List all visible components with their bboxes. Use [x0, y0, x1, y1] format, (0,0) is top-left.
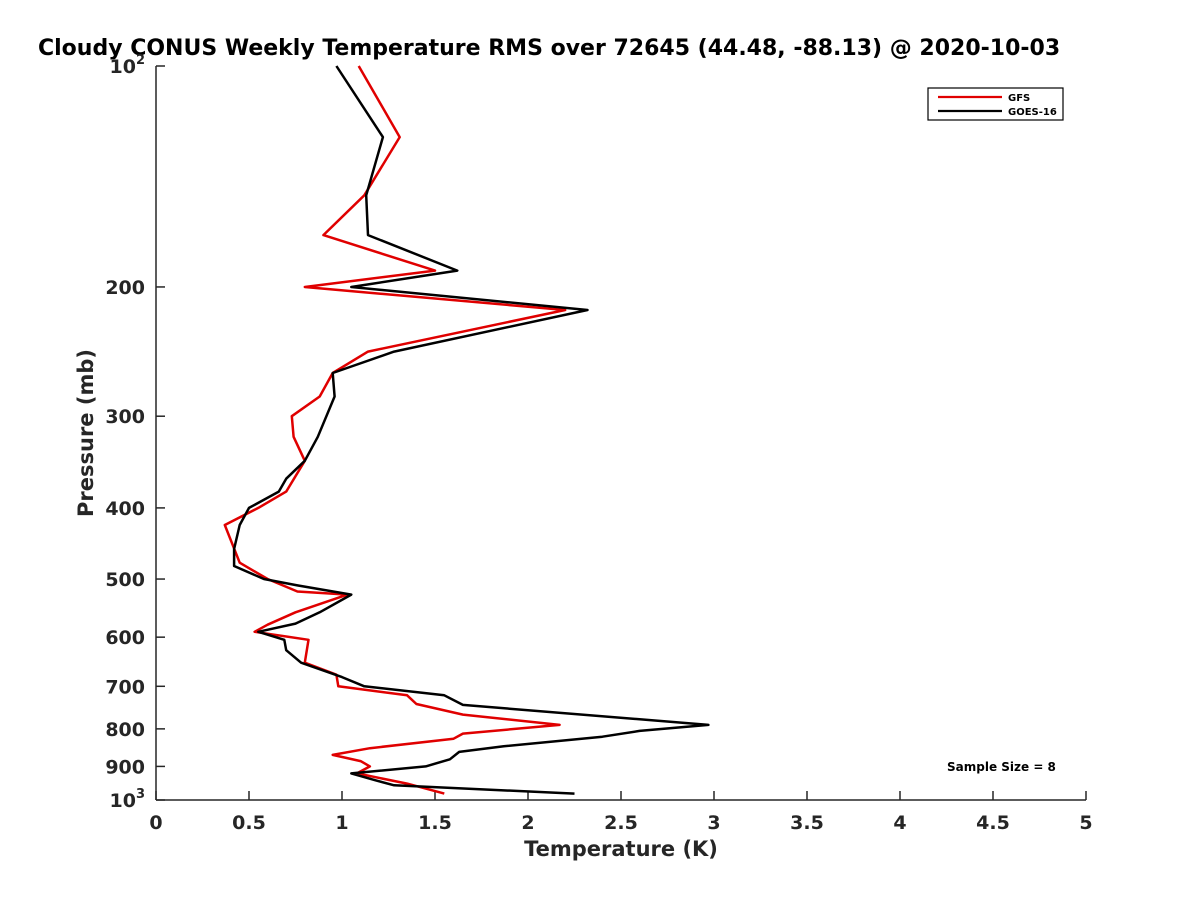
- sample-size-annotation: Sample Size = 8: [947, 760, 1056, 774]
- y-tick-label: 600: [105, 627, 145, 649]
- x-tick-label: 0: [149, 812, 162, 834]
- y-tick-label-base: 10: [110, 790, 136, 812]
- x-tick-label: 4: [893, 812, 906, 834]
- x-tick-label: 5: [1079, 812, 1092, 834]
- x-tick-label: 0.5: [232, 812, 266, 834]
- x-tick-label: 3.5: [790, 812, 824, 834]
- y-tick-label: 700: [105, 676, 145, 698]
- y-tick-label: 900: [105, 756, 145, 778]
- x-axis-label: Temperature (K): [524, 837, 718, 861]
- x-tick-label: 3: [707, 812, 720, 834]
- x-tick-label: 1: [335, 812, 348, 834]
- legend-label-gfs: GFS: [1008, 93, 1030, 104]
- legend-box: [927, 87, 1064, 121]
- y-tick-label-exponent: 2: [136, 53, 145, 68]
- chart-title: Cloudy CONUS Weekly Temperature RMS over…: [38, 36, 1060, 61]
- y-tick-label-exponent: 3: [136, 787, 145, 802]
- plot-area: 0 0.5 1 1.5 2 2.5 3 3.5 4 4.5 5 102200300400500600…: [105, 53, 1092, 834]
- legend: GFS GOES-16: [927, 87, 1064, 121]
- y-axis-label: Pressure (mb): [74, 349, 98, 517]
- y-tick-label: 500: [105, 569, 145, 591]
- series-line-gfs: [223, 65, 567, 795]
- legend-label-goes16: GOES-16: [1008, 107, 1057, 118]
- y-tick-label: 300: [105, 406, 145, 428]
- y-tick-label: 400: [105, 498, 145, 520]
- y-tick-label: 102: [110, 53, 146, 78]
- x-tick-label: 2: [521, 812, 534, 834]
- y-tick-label: 200: [105, 277, 145, 299]
- y-tick-label: 800: [105, 719, 145, 741]
- x-tick-label: 1.5: [418, 812, 452, 834]
- y-tick-label-base: 10: [110, 56, 136, 78]
- x-tick-label: 2.5: [604, 812, 638, 834]
- series-line-goes16: [232, 65, 710, 795]
- series-lines: [223, 65, 710, 795]
- x-axis-ticks: 0 0.5 1 1.5 2 2.5 3 3.5 4 4.5 5: [149, 791, 1093, 834]
- x-tick-label: 4.5: [976, 812, 1010, 834]
- y-tick-label: 103: [110, 787, 146, 812]
